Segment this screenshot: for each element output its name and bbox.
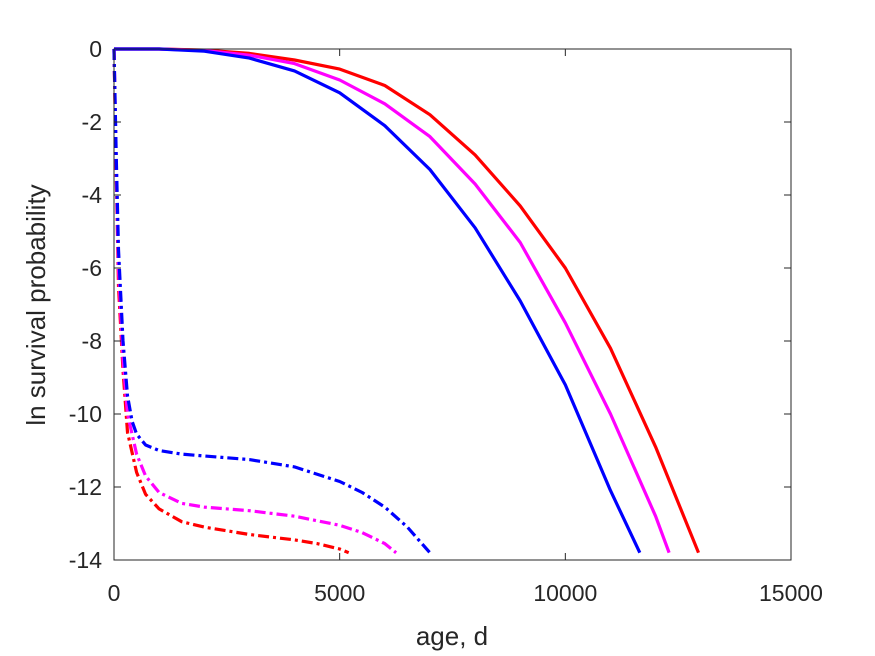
plot-area [114,49,791,560]
x-tick-label: 10000 [533,580,597,606]
y-tick-label: -12 [69,474,102,500]
y-tick-label: -8 [82,328,102,354]
x-tick-label: 5000 [314,580,365,606]
y-tick-label: -10 [69,401,102,427]
y-tick-label: -14 [69,547,102,573]
y-tick-label: 0 [89,36,102,62]
x-tick-label: 0 [108,580,121,606]
series-line-5 [112,48,432,554]
y-axis-label: ln survival probability [21,184,51,425]
x-axis-label: age, d [416,621,488,651]
x-tick-label: 15000 [759,580,823,606]
series-layer [112,47,700,555]
y-tick-label: -6 [82,255,102,281]
plot-frame [113,48,792,561]
series-line-2 [114,47,642,554]
y-tick-label: -4 [82,182,103,208]
y-tick-label: -2 [82,109,102,135]
tick-layer: 0 5000 10000 15000 -14 -12 -10 -8 -6 -4 -2 0 [69,36,823,606]
